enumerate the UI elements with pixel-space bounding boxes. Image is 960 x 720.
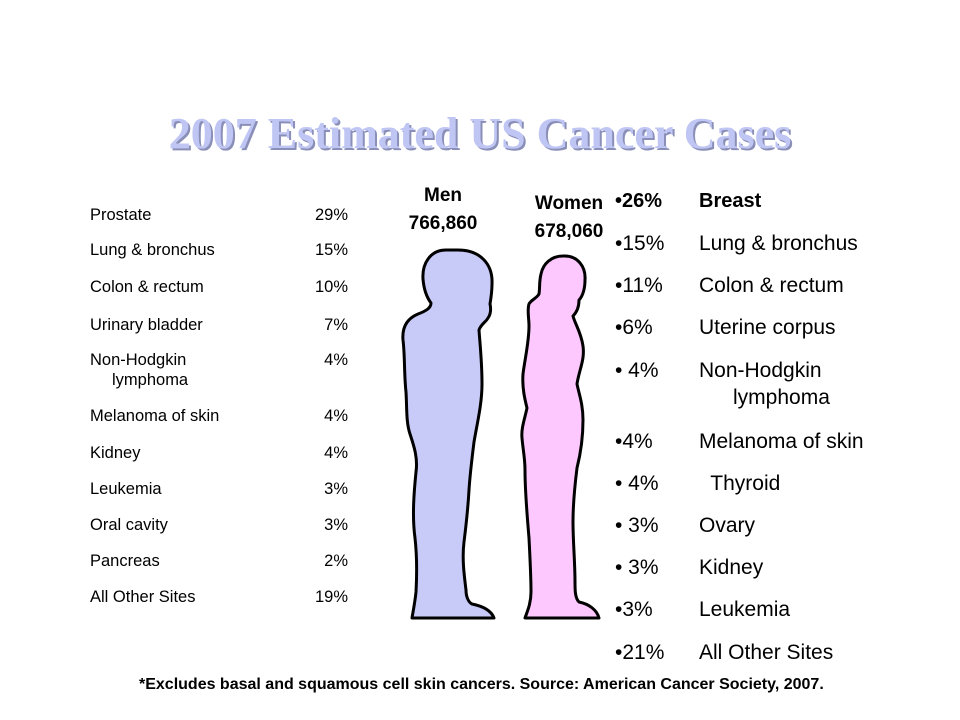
site-label: Breast [699, 190, 762, 212]
site-label: Leukemia [699, 598, 791, 621]
site-percent: 4% [324, 444, 348, 462]
women-label: Women [534, 193, 604, 214]
site-percent: 19% [314, 588, 348, 606]
site-label-continued: lymphoma [112, 371, 189, 389]
site-label: Prostate [90, 206, 152, 224]
site-percent: • 3% [615, 556, 659, 579]
female-figure-icon [520, 254, 601, 620]
women-count: 678,060 [534, 221, 604, 242]
women-header: Women 678,060 [515, 190, 623, 246]
site-label: Colon & rectum [90, 278, 204, 296]
list-item: Non-Hodgkin lymphoma 4% [90, 350, 348, 390]
site-label: All Other Sites [699, 641, 834, 664]
site-label: Non-Hodgkin [90, 351, 187, 369]
list-item: Urinary bladder 7% [90, 315, 348, 335]
men-header: Men 766,860 [395, 182, 491, 238]
site-label: Colon & rectum [699, 274, 844, 297]
site-label: Melanoma of skin [699, 430, 864, 453]
list-item: Leukemia 3% [90, 479, 348, 499]
site-percent: 3% [324, 480, 348, 498]
site-percent: 2% [324, 552, 348, 570]
footnote: *Excludes basal and squamous cell skin c… [139, 676, 824, 693]
list-item: Prostate 29% [90, 205, 348, 225]
site-percent: 10% [314, 278, 348, 296]
page-title: 2007 Estimated US Cancer Cases [168, 109, 792, 158]
site-label: Uterine corpus [699, 316, 836, 339]
site-percent: 15% [314, 241, 348, 259]
site-percent: • 4% [615, 472, 659, 495]
site-label: Lung & bronchus [90, 241, 215, 259]
site-percent: • 4% [615, 359, 659, 382]
site-percent: 3% [324, 516, 348, 534]
site-label: Kidney [699, 556, 764, 579]
men-label: Men [424, 185, 462, 206]
site-label: Pancreas [90, 552, 160, 570]
site-percent: •21% [615, 641, 665, 664]
list-item: Colon & rectum 10% [90, 277, 348, 297]
site-label-continued: lymphoma [733, 386, 830, 409]
site-label: Melanoma of skin [90, 407, 220, 425]
site-percent: 7% [324, 316, 348, 334]
list-item: Oral cavity 3% [90, 515, 348, 535]
site-label: Urinary bladder [90, 316, 203, 334]
site-percent: •26% [615, 190, 663, 212]
men-count: 766,860 [408, 213, 478, 234]
site-percent: 4% [324, 407, 348, 425]
list-item: Lung & bronchus 15% [90, 240, 348, 260]
list-item: Pancreas 2% [90, 551, 348, 571]
list-item: Melanoma of skin 4% [90, 406, 348, 426]
site-percent: •4% [615, 430, 653, 453]
site-label: Lung & bronchus [699, 232, 858, 255]
site-label: Kidney [90, 444, 141, 462]
site-label: Non-Hodgkin [699, 359, 822, 382]
site-label: Thyroid [699, 472, 781, 495]
site-label: Oral cavity [90, 516, 168, 534]
site-percent: •3% [615, 598, 653, 621]
site-percent: 29% [314, 206, 348, 224]
site-label: Ovary [699, 514, 756, 537]
male-figure-icon [401, 248, 496, 620]
site-percent: 4% [324, 351, 348, 369]
list-item: Kidney 4% [90, 443, 348, 463]
list-item: All Other Sites 19% [90, 587, 348, 607]
site-label: Leukemia [90, 480, 162, 498]
site-percent: •11% [615, 274, 663, 297]
site-percent: • 3% [615, 514, 659, 537]
site-percent: •6% [615, 316, 653, 339]
site-label: All Other Sites [90, 588, 196, 606]
site-percent: •15% [615, 232, 665, 255]
